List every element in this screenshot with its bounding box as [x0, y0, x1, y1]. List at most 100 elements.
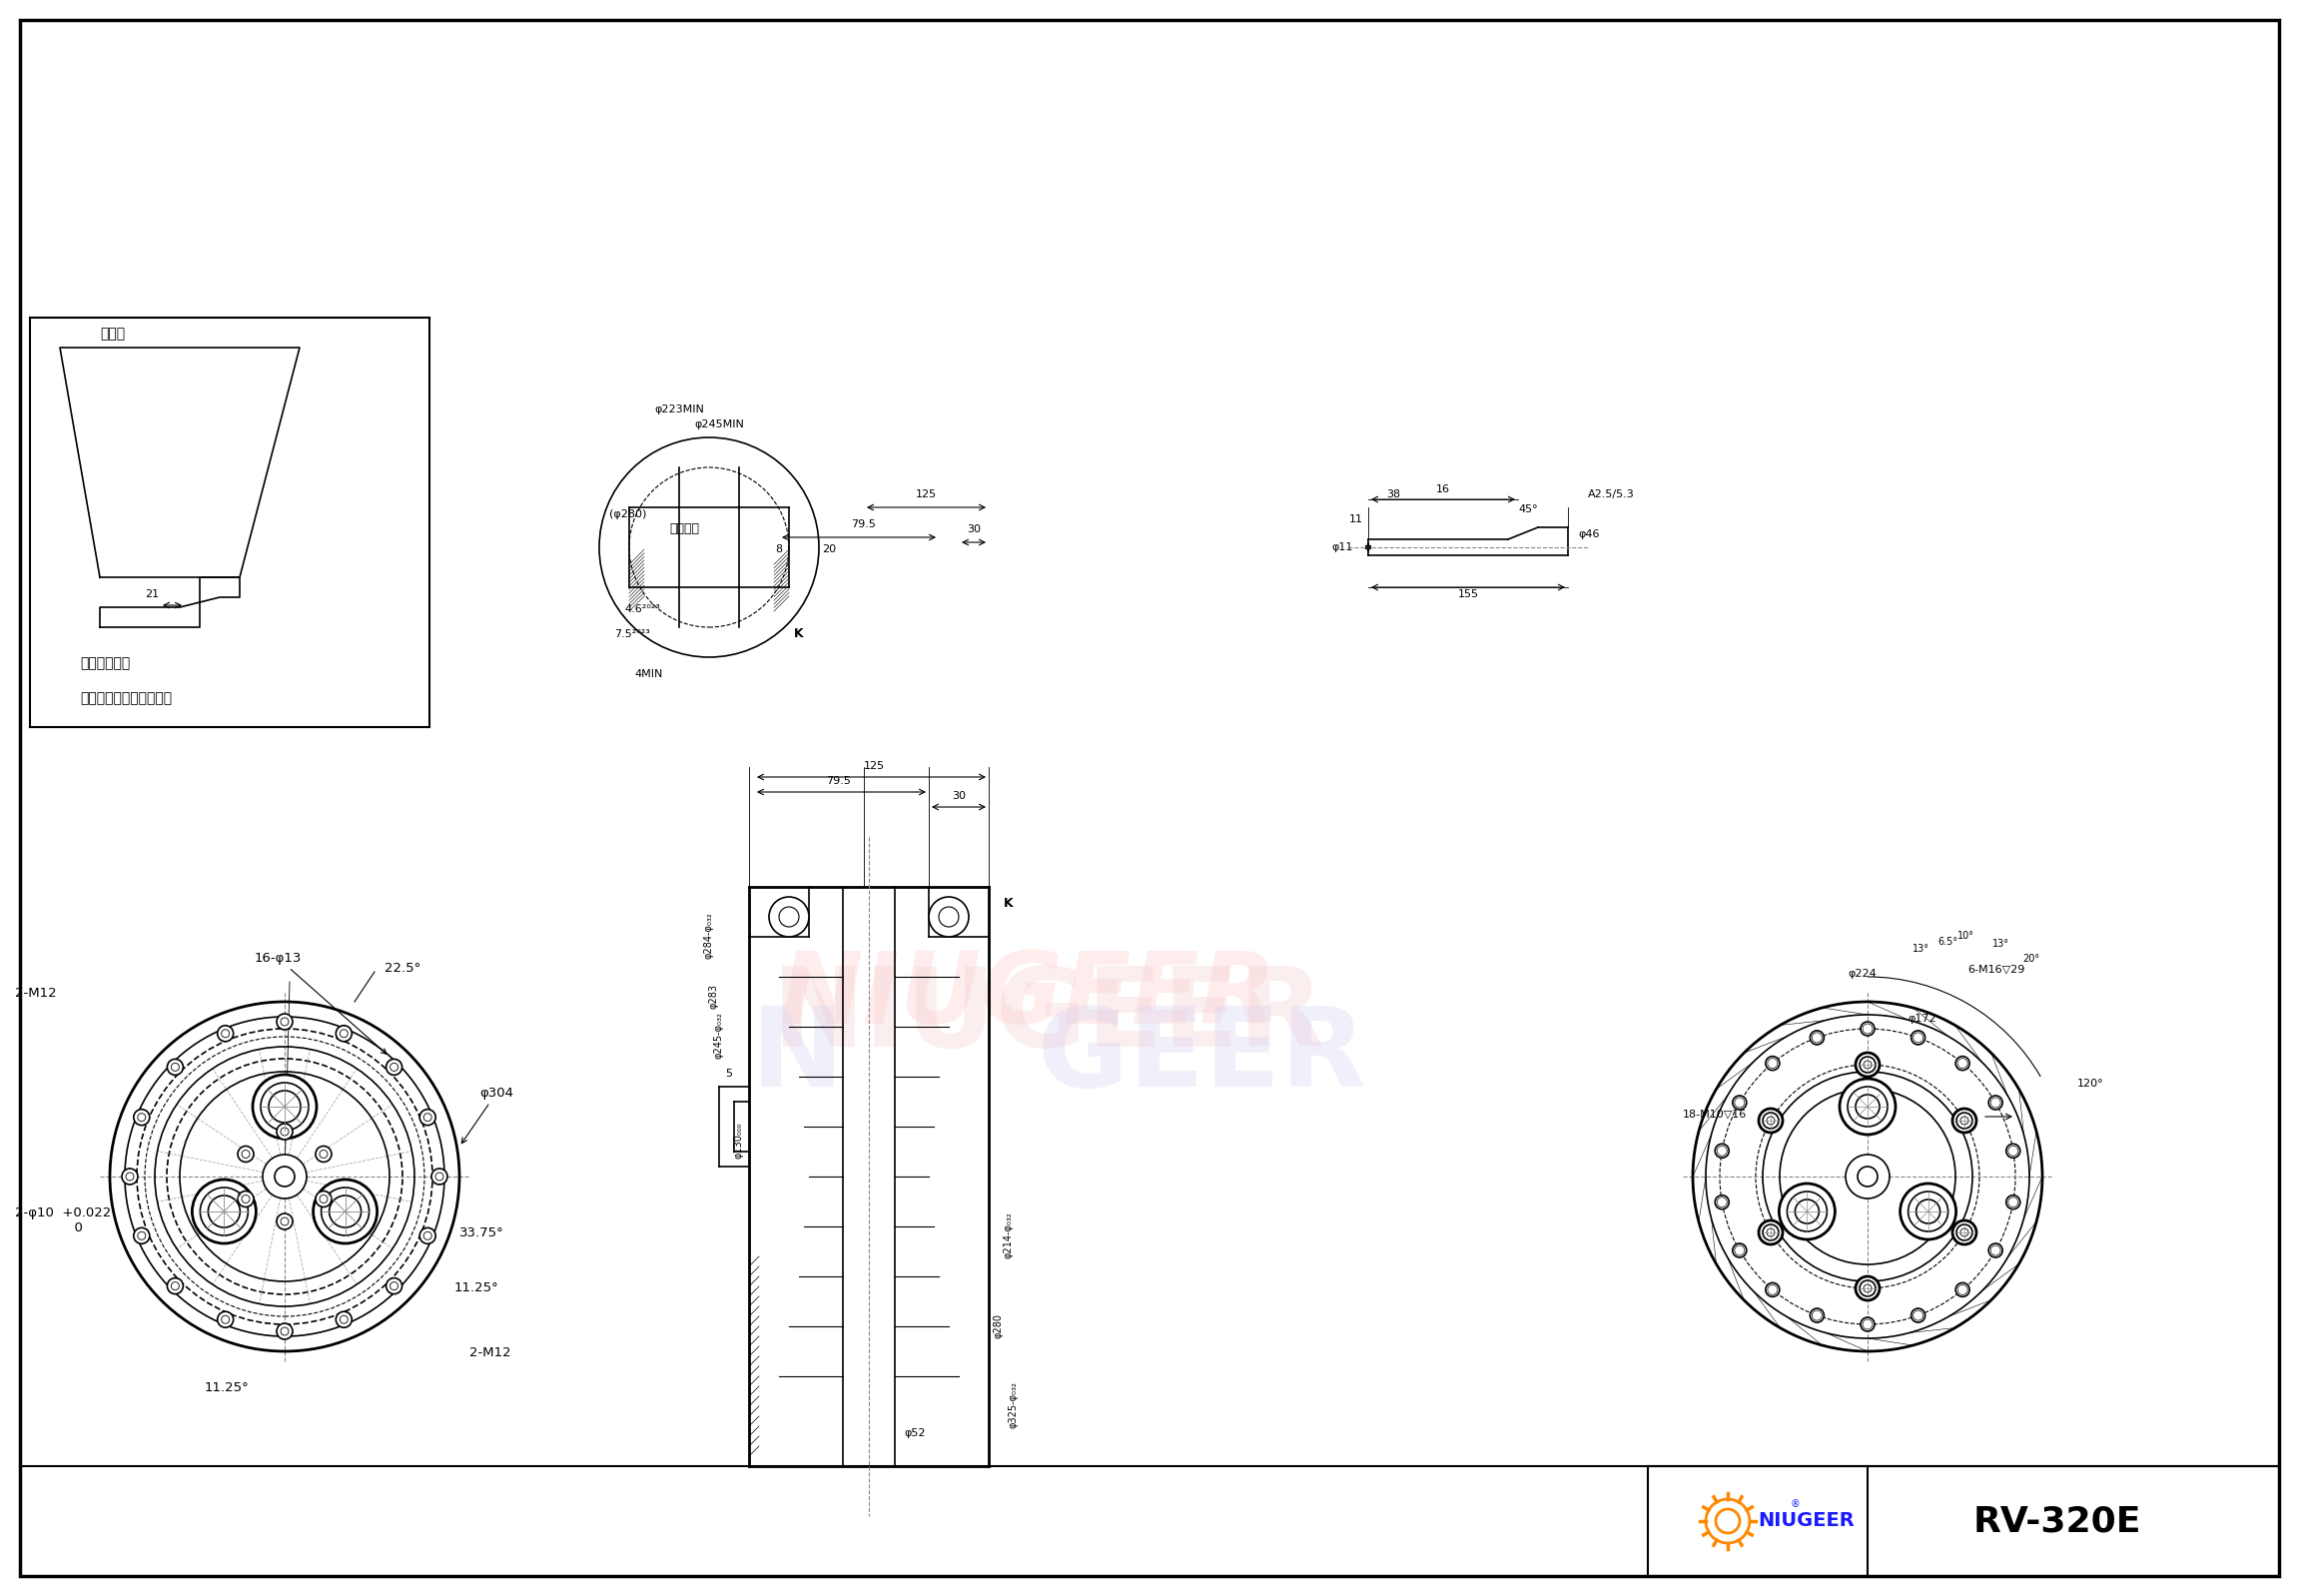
Circle shape [1956, 1283, 1970, 1296]
Text: 18-M10▽16: 18-M10▽16 [1683, 1109, 1747, 1119]
Text: 10°: 10° [1956, 930, 1975, 940]
Text: RV-320E: RV-320E [1973, 1503, 2140, 1539]
Circle shape [276, 1013, 292, 1029]
Circle shape [432, 1168, 448, 1184]
Circle shape [241, 1195, 251, 1203]
Circle shape [768, 897, 809, 937]
Circle shape [2007, 1146, 2019, 1156]
Circle shape [1956, 1285, 1968, 1294]
Circle shape [138, 1232, 145, 1240]
Circle shape [1961, 1229, 1968, 1237]
Circle shape [1766, 1117, 1775, 1125]
Circle shape [1901, 1184, 1956, 1240]
Circle shape [1759, 1221, 1782, 1245]
Circle shape [133, 1227, 149, 1243]
Text: φ46: φ46 [1577, 530, 1600, 539]
Circle shape [1763, 1224, 1779, 1240]
Circle shape [1848, 1087, 1887, 1127]
Circle shape [1915, 1200, 1940, 1224]
Text: 输出轴安装面: 输出轴安装面 [80, 656, 131, 670]
Circle shape [218, 1312, 234, 1328]
Circle shape [386, 1278, 402, 1294]
Text: φ130₀₀₀: φ130₀₀₀ [733, 1122, 745, 1159]
Text: A2.5/5.3: A2.5/5.3 [1589, 490, 1635, 500]
Circle shape [170, 1063, 179, 1071]
Text: 6.5°: 6.5° [1938, 937, 1956, 946]
Circle shape [1812, 1033, 1823, 1042]
Circle shape [1910, 1031, 1924, 1045]
Circle shape [2007, 1195, 2021, 1210]
Circle shape [1733, 1245, 1745, 1256]
Text: φ245-φ₀₃₂: φ245-φ₀₃₂ [715, 1012, 724, 1058]
Text: 11.25°: 11.25° [205, 1381, 248, 1395]
Circle shape [253, 1074, 317, 1138]
Circle shape [1855, 1095, 1881, 1119]
Circle shape [1991, 1098, 2000, 1108]
Circle shape [929, 897, 968, 937]
Circle shape [280, 1328, 290, 1336]
Text: 38: 38 [1386, 490, 1400, 500]
Text: 6-M16▽29: 6-M16▽29 [1968, 964, 2025, 974]
Circle shape [1717, 1146, 1727, 1156]
Circle shape [1860, 1280, 1876, 1296]
Text: NIUGEER: NIUGEER [772, 964, 1324, 1071]
Polygon shape [60, 348, 299, 578]
Text: 13°: 13° [1993, 938, 2009, 948]
Circle shape [336, 1312, 352, 1328]
Circle shape [322, 1187, 370, 1235]
Circle shape [168, 1060, 184, 1076]
Text: 13°: 13° [1913, 943, 1929, 954]
Circle shape [336, 1026, 352, 1042]
Circle shape [170, 1282, 179, 1290]
Circle shape [280, 1218, 290, 1226]
Circle shape [276, 1323, 292, 1339]
Circle shape [1733, 1098, 1745, 1108]
Text: φ223MIN: φ223MIN [655, 404, 703, 415]
Circle shape [1961, 1117, 1968, 1125]
Circle shape [1733, 1095, 1747, 1109]
Text: φ11: φ11 [1331, 543, 1354, 552]
Text: φ304: φ304 [462, 1087, 513, 1143]
Circle shape [209, 1195, 239, 1227]
Circle shape [1839, 1079, 1897, 1135]
Circle shape [269, 1090, 301, 1122]
Text: 2-φ10  +0.022
              0: 2-φ10 +0.022 0 [16, 1207, 110, 1234]
Circle shape [1864, 1061, 1871, 1069]
Circle shape [1855, 1053, 1881, 1077]
Circle shape [274, 1167, 294, 1186]
Circle shape [1768, 1285, 1777, 1294]
Circle shape [1766, 1283, 1779, 1296]
Circle shape [1809, 1309, 1823, 1323]
Circle shape [1786, 1192, 1828, 1232]
Circle shape [221, 1315, 230, 1323]
Circle shape [1809, 1031, 1823, 1045]
Circle shape [133, 1109, 149, 1125]
Text: φ224: φ224 [1848, 969, 1876, 978]
Circle shape [221, 1029, 230, 1037]
Circle shape [237, 1191, 253, 1207]
Circle shape [340, 1029, 347, 1037]
Text: 22.5°: 22.5° [384, 962, 421, 975]
Text: 4.6²⁰²³: 4.6²⁰²³ [625, 605, 660, 614]
Circle shape [218, 1026, 234, 1042]
Circle shape [168, 1278, 184, 1294]
Circle shape [276, 1124, 292, 1140]
Text: (φ280): (φ280) [609, 509, 646, 519]
Circle shape [1913, 1033, 1922, 1042]
Circle shape [1956, 1224, 1973, 1240]
Circle shape [237, 1146, 253, 1162]
Circle shape [1858, 1167, 1878, 1186]
Text: 2-M12: 2-M12 [16, 986, 57, 999]
Circle shape [1956, 1057, 1970, 1071]
Text: 21: 21 [145, 589, 159, 598]
Circle shape [1952, 1221, 1977, 1245]
Circle shape [1908, 1192, 1947, 1232]
Circle shape [315, 1191, 331, 1207]
Circle shape [1763, 1112, 1779, 1128]
Circle shape [1860, 1021, 1874, 1036]
Text: 20: 20 [821, 544, 837, 554]
Circle shape [1910, 1309, 1924, 1323]
Text: φ172: φ172 [1908, 1013, 1936, 1023]
Circle shape [1860, 1057, 1876, 1073]
Circle shape [1860, 1317, 1874, 1331]
